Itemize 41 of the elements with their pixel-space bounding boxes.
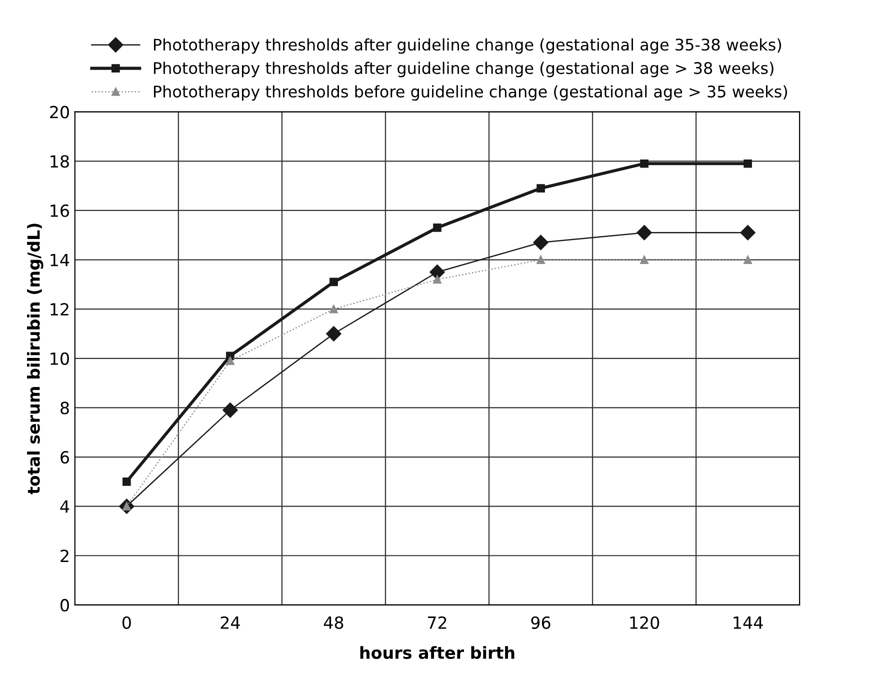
point xyxy=(536,184,545,192)
point xyxy=(433,275,442,284)
point xyxy=(533,234,548,250)
y-axis-title: total serum bilirubin (mg/dL) xyxy=(27,224,44,494)
point xyxy=(536,256,545,264)
point xyxy=(744,159,752,168)
point xyxy=(640,256,648,264)
y-tick-label: 4 xyxy=(60,500,70,513)
y-tick-label: 14 xyxy=(50,254,70,266)
point xyxy=(433,224,442,232)
point xyxy=(330,304,338,314)
x-tick-label: 120 xyxy=(630,616,660,629)
x-tick-label: 24 xyxy=(220,616,240,629)
x-tick-label: 144 xyxy=(734,616,763,629)
point xyxy=(744,256,752,264)
point xyxy=(330,278,338,286)
y-tick-label: 18 xyxy=(50,155,69,168)
point xyxy=(222,402,238,418)
y-tick-label: 6 xyxy=(60,450,69,464)
point xyxy=(326,326,342,342)
y-tick-label: 20 xyxy=(50,106,69,118)
y-tick-label: 16 xyxy=(50,204,69,218)
point xyxy=(640,159,648,168)
point xyxy=(122,477,131,486)
x-tick-label: 48 xyxy=(324,616,344,629)
y-tick-label: 2 xyxy=(60,550,68,562)
y-tick-label: 12 xyxy=(50,303,68,316)
x-tick-label: 0 xyxy=(122,616,131,629)
x-axis-title: hours after birth xyxy=(360,646,514,659)
y-tick-label: 10 xyxy=(50,352,69,365)
y-tick-label: 0 xyxy=(60,598,69,612)
point xyxy=(636,225,652,240)
point xyxy=(226,356,234,366)
x-tick-label: 96 xyxy=(531,616,550,629)
point xyxy=(430,264,445,280)
x-tick-label: 72 xyxy=(428,616,446,629)
point xyxy=(740,225,756,240)
legend-label: Phototherapy thresholds after guideline change (gestational age > 38 weeks) xyxy=(154,62,774,78)
y-tick-label: 8 xyxy=(60,402,69,414)
legend-label: Phototherapy thresholds after guideline change (gestational age 35-38 weeks) xyxy=(154,38,782,54)
legend-label: Phototherapy thresholds before guideline change (gestational age > 35 weeks) xyxy=(154,85,788,101)
